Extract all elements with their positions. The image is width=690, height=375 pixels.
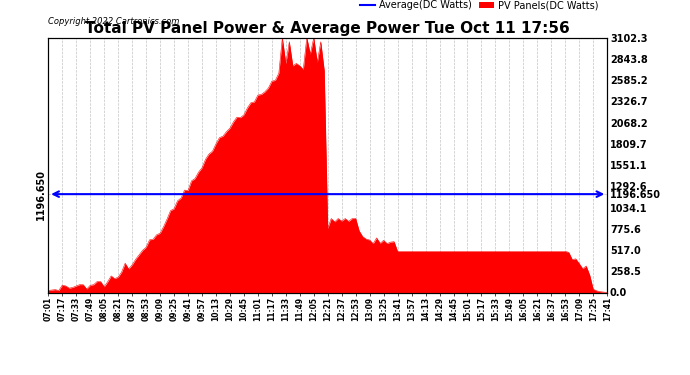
Text: Copyright 2022 Cartronics.com: Copyright 2022 Cartronics.com: [48, 17, 179, 26]
Title: Total PV Panel Power & Average Power Tue Oct 11 17:56: Total PV Panel Power & Average Power Tue…: [86, 21, 570, 36]
Legend: Average(DC Watts), PV Panels(DC Watts): Average(DC Watts), PV Panels(DC Watts): [357, 0, 602, 14]
